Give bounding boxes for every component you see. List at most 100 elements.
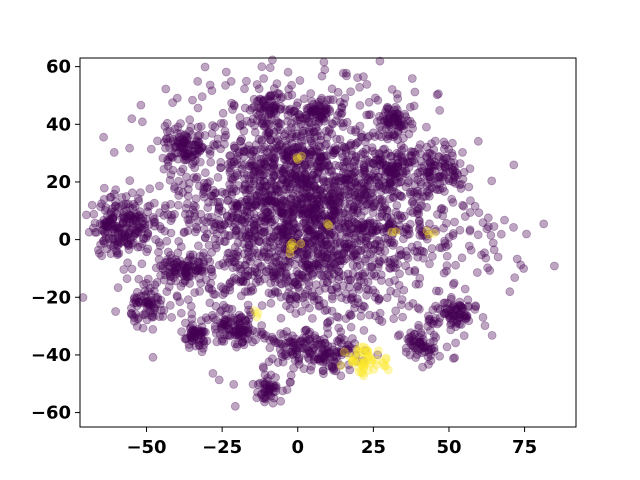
scatter-point [323,239,333,249]
scatter-point [370,222,380,232]
scatter-point [307,200,317,210]
scatter-point [343,203,353,213]
scatter-point [321,255,331,265]
scatter-point [185,209,195,219]
scatter-point [373,246,383,256]
scatter-point [146,289,156,299]
scatter-point [391,168,401,178]
scatter-point [271,252,281,262]
scatter-point [242,170,252,180]
scatter-point [338,118,348,128]
scatter-point [258,187,268,196]
scatter-point [297,197,307,207]
scatter-point [348,356,357,366]
scatter-point [374,195,384,205]
scatter-point [347,170,357,180]
scatter-point [226,77,236,86]
scatter-point [378,145,388,155]
scatter-point [310,235,320,245]
scatter-point [89,209,99,219]
scatter-point [326,165,336,175]
scatter-point [200,233,210,243]
scatter-point [322,278,332,288]
scatter-point [320,141,330,151]
scatter-point [197,347,207,357]
scatter-point [418,231,427,241]
scatter-point [163,161,173,171]
scatter-point [285,156,295,166]
scatter-point [294,110,304,119]
scatter-point [412,247,422,257]
scatter-point [316,190,326,200]
scatter-point [320,223,330,233]
scatter-point [407,197,417,207]
scatter-point [161,270,170,280]
scatter-point [182,199,192,209]
scatter-point [305,129,315,139]
scatter-point [330,221,340,231]
scatter-point [397,121,407,131]
scatter-point [375,222,384,232]
scatter-point [335,198,345,208]
scatter-point [200,62,210,72]
scatter-point [291,223,301,233]
scatter-point [265,211,275,221]
scatter-point [300,169,310,179]
scatter-point [270,277,280,287]
scatter-point [251,166,260,175]
scatter-point [356,246,366,256]
scatter-point [173,200,183,210]
scatter-point [317,240,327,250]
scatter-point [162,287,172,297]
scatter-point [333,249,343,259]
scatter-point [222,211,232,221]
scatter-point [386,286,396,296]
scatter-point [435,106,445,115]
scatter-point [322,305,332,315]
scatter-point [344,219,354,229]
scatter-point [372,117,382,126]
scatter-point [295,205,305,215]
scatter-point [314,301,324,311]
scatter-point [273,136,283,145]
scatter-point [315,232,325,242]
scatter-point [276,94,286,103]
scatter-point [256,154,266,164]
scatter-point [271,258,281,268]
scatter-point [260,205,270,215]
scatter-point [393,259,403,269]
scatter-point [292,129,302,139]
scatter-point [285,182,295,192]
scatter-point [384,129,393,139]
scatter-point [509,160,519,170]
scatter-point [285,146,295,156]
scatter-point [260,217,270,227]
scatter-point [387,217,397,227]
scatter-point [193,77,203,86]
scatter-point [328,146,338,156]
scatter-point [294,175,304,185]
scatter-point [418,192,428,202]
scatter-point [328,150,338,160]
scatter-point [305,176,315,186]
scatter-point [204,240,214,250]
scatter-point [327,175,337,185]
scatter-point [197,143,207,153]
scatter-point [368,201,378,211]
scatter-point [231,253,241,263]
scatter-point [325,229,335,239]
scatter-point [434,286,444,296]
scatter-point [259,121,269,131]
scatter-point [266,135,276,145]
scatter-point [368,188,378,198]
scatter-point [212,229,222,239]
y-tick-label: 40 [46,114,71,135]
scatter-point [459,201,469,211]
scatter-point [237,160,247,170]
scatter-point [302,163,312,173]
scatter-point [408,147,417,157]
scatter-point [288,207,298,217]
scatter-point [277,166,287,176]
scatter-point [234,230,244,240]
scatter-point [322,158,332,168]
